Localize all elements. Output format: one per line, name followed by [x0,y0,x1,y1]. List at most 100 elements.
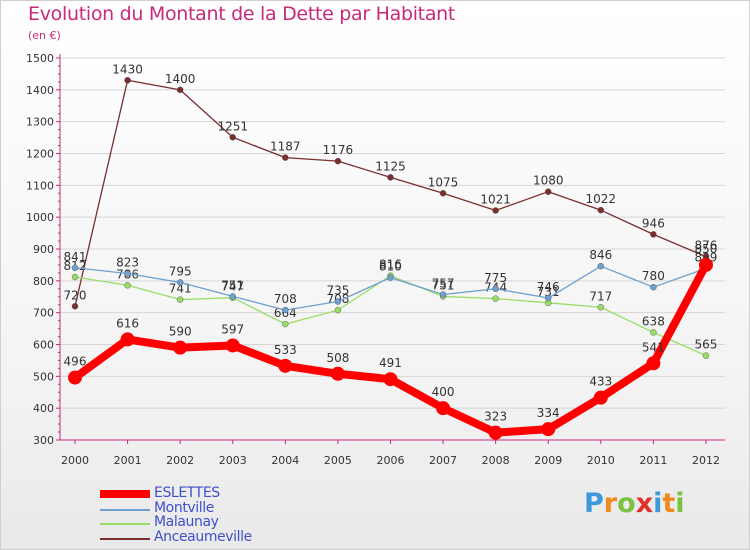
data-label-anceaumeville: 1430 [112,62,143,76]
data-point-montville [439,291,447,298]
y-tick-label: 1500 [26,52,54,65]
data-label-anceaumeville: 1080 [533,174,564,188]
legend-label-anceaumeville: Anceaumeville [154,529,252,545]
data-label-malaunay: 638 [642,314,665,328]
data-label-eslettes: 590 [169,325,192,339]
data-point-eslettes [541,422,556,437]
data-point-anceaumeville [229,134,236,141]
data-point-malaunay [282,320,289,328]
data-label-eslettes: 400 [432,385,455,399]
data-label-montville: 708 [274,292,297,306]
data-label-montville: 735 [326,284,349,298]
x-tick-label: 2009 [534,454,562,467]
x-tick-label: 2007 [429,454,457,467]
data-point-anceaumeville [545,188,552,195]
data-label-malaunay: 741 [169,282,192,296]
x-tick-label: 2001 [114,454,142,467]
data-label-anceaumeville: 1125 [375,159,406,173]
data-point-montville [282,306,289,314]
data-label-anceaumeville: 1187 [270,140,301,154]
data-label-anceaumeville: 946 [642,216,665,230]
data-point-anceaumeville [71,303,79,310]
data-label-anceaumeville: 1022 [586,192,617,206]
data-label-anceaumeville: 1176 [323,143,354,157]
data-point-malaunay [492,295,499,302]
data-label-eslettes: 496 [64,355,87,369]
data-point-montville [597,262,604,270]
data-point-eslettes [488,425,503,440]
x-tick-label: 2008 [482,454,510,467]
x-tick-label: 2012 [692,454,720,467]
legend-item-montville: Montville [100,500,300,517]
legend-item-eslettes: ESLETTES [100,485,300,502]
data-label-montville: 775 [484,271,507,285]
legend-swatch-eslettes [100,490,150,498]
logo-letter: i [675,488,685,519]
x-tick-label: 2006 [376,454,404,467]
x-tick-label: 2003 [219,454,247,467]
data-label-montville: 810 [379,260,402,274]
data-point-eslettes [646,356,661,371]
y-tick-label: 1100 [26,179,54,192]
logo-letter: P [584,488,604,519]
data-label-malaunay: 751 [432,278,455,292]
data-label-anceaumeville: 1400 [165,72,196,86]
y-tick-label: 600 [33,339,54,352]
legend-item-malaunay: Malaunay [100,514,300,531]
data-point-montville [124,270,131,277]
data-point-eslettes [593,390,608,405]
y-tick-label: 800 [33,275,54,288]
data-point-montville [229,293,236,300]
legend-item-anceaumeville: Anceaumeville [100,529,300,546]
logo-letter: t [662,488,676,519]
data-label-montville: 780 [642,269,665,283]
data-point-malaunay [124,282,131,289]
data-label-montville: 751 [221,278,244,292]
data-label-eslettes: 323 [484,410,507,424]
data-label-montville: 757 [432,277,455,291]
data-point-anceaumeville [492,207,499,214]
logo-letter: r [603,488,618,519]
data-label-malaunay: 717 [589,289,612,303]
data-label-eslettes: 491 [379,356,402,370]
data-point-eslettes [68,370,82,385]
data-point-anceaumeville [282,154,289,161]
logo-letter: i [653,488,663,519]
data-label-eslettes: 616 [116,316,139,330]
data-point-montville [71,264,79,271]
data-point-anceaumeville [650,231,657,238]
data-label-eslettes: 533 [274,343,297,357]
legend-swatch-montville [100,509,150,511]
data-point-montville [334,298,342,305]
data-label-eslettes: 508 [326,351,349,365]
y-tick-label: 1000 [26,211,54,224]
data-label-eslettes: 850 [695,242,718,256]
data-label-montville: 846 [589,248,612,262]
data-point-malaunay [702,352,710,359]
data-point-eslettes [698,257,713,272]
data-point-eslettes [278,358,293,373]
data-point-malaunay [176,296,184,303]
data-label-montville: 746 [537,280,560,294]
data-label-anceaumeville: 1075 [428,175,459,189]
data-point-malaunay [597,304,604,311]
data-label-montville: 823 [116,256,139,270]
x-tick-label: 2011 [639,454,667,467]
data-point-malaunay [71,273,79,281]
data-label-anceaumeville: 720 [64,288,87,302]
y-tick-label: 500 [33,370,54,383]
data-point-anceaumeville [334,157,342,165]
y-tick-label: 400 [33,402,54,415]
data-point-montville [650,284,657,291]
chart-subtitle: (en €) [28,29,61,42]
legend-label-eslettes: ESLETTES [154,485,220,501]
proxiti-logo: Proxiti [584,488,685,519]
data-point-anceaumeville [597,206,604,214]
y-tick-label: 700 [33,307,54,320]
data-label-malaunay: 747 [221,280,244,294]
data-point-montville [387,274,394,281]
data-point-eslettes [173,340,188,355]
y-tick-label: 900 [33,243,54,256]
data-point-anceaumeville [124,77,131,84]
